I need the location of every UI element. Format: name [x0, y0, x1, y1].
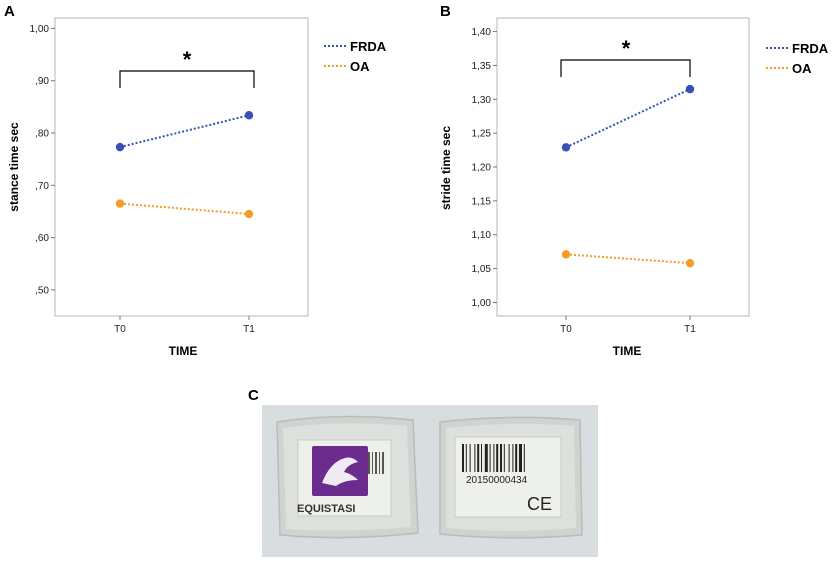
data-point-frda-t1-b: [685, 84, 695, 94]
sensor-left: EQUISTASI: [276, 415, 419, 539]
y-axis-title-b: stride time sec: [439, 126, 453, 210]
legend-label-frda-a: FRDA: [350, 39, 387, 54]
y-tick-label-a: ,60: [35, 233, 49, 244]
x-ticks-a: T0 T1: [114, 316, 255, 335]
y-tick-label-b: 1,15: [472, 196, 492, 207]
data-point-oa-t0-a: [115, 199, 125, 208]
y-tick-label-a: ,90: [35, 76, 49, 87]
barcode-partial-icon: [368, 452, 384, 474]
significance-star-b: *: [622, 36, 631, 61]
panel-c: C EQUISTASI 20150000434 CE: [248, 387, 598, 557]
data-point-oa-t1-b: [685, 258, 695, 268]
y-tick-label-b: 1,00: [472, 298, 492, 309]
panel-label-b: B: [440, 3, 451, 20]
y-tick-label-a: ,50: [35, 285, 49, 296]
barcode-icon: [462, 444, 525, 472]
data-point-frda-t0-a: [115, 142, 125, 152]
barcode-number: 20150000434: [466, 475, 528, 486]
x-ticks-b: T0 T1: [560, 316, 696, 335]
y-axis-title-a: stance time sec: [7, 122, 21, 212]
x-tick-label-b: T0: [560, 324, 572, 335]
legend-label-frda-b: FRDA: [792, 41, 829, 56]
x-tick-label-a: T1: [243, 324, 255, 335]
series-line-frda-b: [565, 88, 691, 149]
y-tick-label-b: 1,30: [472, 95, 492, 106]
panel-label-a: A: [4, 3, 15, 20]
y-tick-label-a: ,80: [35, 129, 49, 140]
panel-a: A ,50 ,60 ,70 ,80 ,90 1,00 T0 T1 stance time s…: [4, 3, 387, 358]
y-tick-label-b: 1,25: [472, 129, 492, 140]
y-tick-label-b: 1,10: [472, 230, 492, 241]
brand-text: EQUISTASI: [297, 503, 355, 515]
y-tick-label-a: ,70: [35, 181, 49, 192]
legend-a: FRDA OA: [324, 39, 387, 74]
significance-star-a: *: [183, 47, 192, 72]
data-point-frda-t0-b: [561, 143, 571, 152]
significance-bracket-a: *: [119, 47, 255, 88]
sensor-right: 20150000434 CE: [439, 416, 583, 539]
ce-mark-icon: CE: [527, 494, 552, 514]
data-point-oa-t1-a: [244, 209, 254, 219]
x-axis-title-a: TIME: [169, 344, 198, 358]
y-tick-label-b: 1,35: [472, 61, 492, 72]
data-point-oa-t0-b: [561, 250, 571, 259]
panel-label-c: C: [248, 387, 259, 404]
legend-label-oa-b: OA: [792, 61, 812, 76]
legend-label-oa-a: OA: [350, 59, 370, 74]
y-ticks-a: ,50 ,60 ,70 ,80 ,90 1,00: [30, 24, 55, 296]
series-group-a: [115, 111, 254, 219]
label-sticker-right: [454, 436, 562, 518]
panel-b: B 1,00 1,05 1,10 1,15 1,20 1,25 1,30 1,35 1,40 T…: [439, 3, 829, 358]
y-tick-label-a: 1,00: [30, 24, 50, 35]
plot-frame-b: [496, 17, 750, 317]
y-tick-label-b: 1,40: [472, 27, 492, 38]
series-line-oa-a: [119, 202, 250, 216]
legend-b: FRDA OA: [766, 41, 829, 76]
series-line-frda-a: [119, 114, 250, 149]
x-tick-label-b: T1: [684, 324, 696, 335]
series-line-oa-b: [565, 253, 691, 265]
data-point-frda-t1-a: [244, 111, 254, 120]
plot-frame-a: [54, 17, 309, 317]
y-tick-label-b: 1,20: [472, 163, 492, 174]
y-ticks-b: 1,00 1,05 1,10 1,15 1,20 1,25 1,30 1,35 1,40: [472, 27, 497, 309]
series-group-b: [561, 84, 695, 268]
x-axis-title-b: TIME: [613, 344, 642, 358]
x-tick-label-a: T0: [114, 324, 126, 335]
y-tick-label-b: 1,05: [472, 264, 492, 275]
significance-bracket-b: *: [560, 36, 691, 77]
